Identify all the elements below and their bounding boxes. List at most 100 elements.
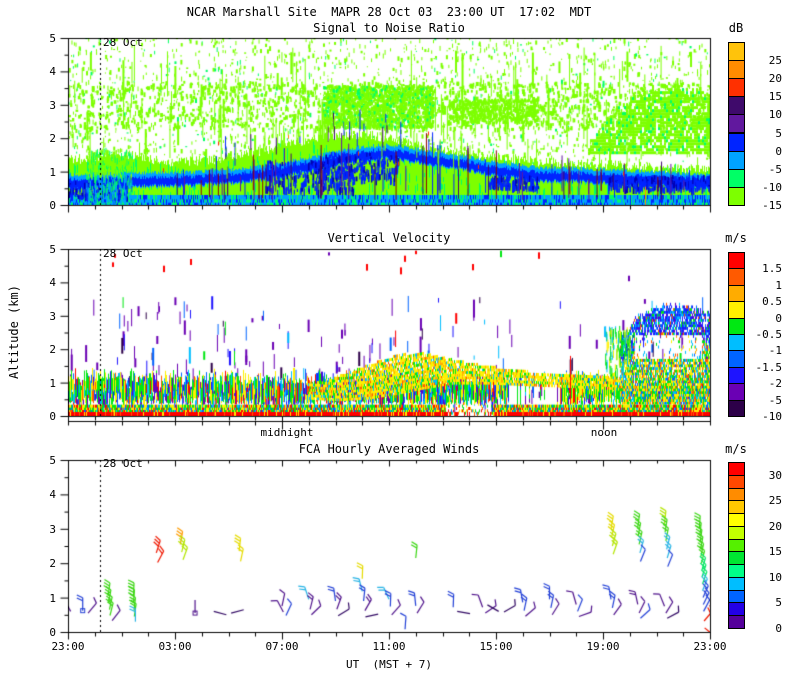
colorbar-tick-label: -0.5 <box>755 328 783 341</box>
snr-heatmap-canvas <box>68 38 710 205</box>
colorbar-tick-label: 0 <box>775 144 782 158</box>
winds-unit-label: m/s <box>725 442 747 456</box>
y-tick-label: 2 <box>49 557 56 571</box>
colorbar-block <box>728 551 745 566</box>
colorbar-block <box>728 268 745 286</box>
altitude-axis-label: Altitude (km) <box>7 285 21 379</box>
colorbar-block <box>728 317 745 335</box>
colorbar-block <box>728 301 745 319</box>
colorbar-tick-label: -10 <box>762 410 782 423</box>
y-tick-label: 2 <box>49 343 56 357</box>
page-title: NCAR Marshall Site MAPR 28 Oct 03 23:00 … <box>186 5 592 19</box>
colorbar-tick-label: -15 <box>762 198 782 212</box>
colorbar-block <box>728 186 745 206</box>
colorbar-tick-label: 5 <box>775 126 782 140</box>
colorbar-block <box>728 114 745 134</box>
y-tick-label: 5 <box>49 454 56 467</box>
y-tick-label: 0 <box>49 410 56 423</box>
y-tick-label: 2 <box>49 132 56 146</box>
y-tick-label: 4 <box>49 488 56 502</box>
time-axis-title: UT (MST + 7) <box>345 658 433 671</box>
velocity-panel-title: Vertical Velocity <box>327 231 451 245</box>
y-tick-label: 5 <box>49 243 56 256</box>
y-tick-label: 0 <box>49 626 56 639</box>
y-tick-label: 4 <box>49 276 56 290</box>
colorbar-block <box>728 284 745 303</box>
velocity-unit-label: m/s <box>725 231 747 245</box>
colorbar-tick-label: 0 <box>775 311 782 325</box>
winds-date-annotation: 28 Oct <box>103 457 143 470</box>
colorbar-block <box>728 42 745 62</box>
velocity-date-annotation: 28 Oct <box>103 247 143 260</box>
colorbar-block <box>728 252 745 270</box>
colorbar-tick-label: 15 <box>768 90 782 104</box>
colorbar-block <box>728 525 745 540</box>
colorbar-block <box>728 383 745 401</box>
colorbar-block <box>728 513 745 527</box>
winds-panel-title: FCA Hourly Averaged Winds <box>298 442 480 456</box>
colorbar-tick-label: 10 <box>768 108 782 122</box>
y-tick-label: 0 <box>49 199 56 212</box>
colorbar-block <box>728 615 745 629</box>
y-tick-label: 1 <box>49 376 56 390</box>
colorbar-block <box>728 589 745 604</box>
y-tick-label: 5 <box>49 32 56 45</box>
y-tick-label: 3 <box>49 98 56 112</box>
colorbar-tick-label: 10 <box>768 570 782 584</box>
y-tick-label: 4 <box>49 65 56 79</box>
x-tick-label: 23:00 <box>693 640 727 653</box>
colorbar-block <box>728 60 745 80</box>
noon-label: noon <box>590 426 618 439</box>
colorbar-block <box>728 500 745 515</box>
snr-unit-label: dB <box>728 21 744 35</box>
vertical-velocity-heatmap-canvas <box>68 249 710 416</box>
x-tick-label: 15:00 <box>479 640 513 653</box>
colorbar-tick-label: 1.5 <box>762 262 782 276</box>
colorbar-block <box>728 576 745 591</box>
colorbar-block <box>728 350 745 368</box>
colorbar-tick-label: 20 <box>768 72 782 86</box>
colorbar-block <box>728 462 745 476</box>
colorbar-block <box>728 474 745 489</box>
wind-barbs-canvas <box>68 460 710 632</box>
colorbar-tick-label: -1 <box>768 344 782 358</box>
colorbar-tick-label: 25 <box>768 494 782 508</box>
colorbar-tick-label: -5 <box>768 162 782 176</box>
colorbar-tick-label: 20 <box>768 519 782 533</box>
colorbar-tick-label: -10 <box>762 180 782 194</box>
colorbar-tick-label: -2 <box>768 377 782 391</box>
colorbar-tick-label: -5 <box>768 393 782 407</box>
x-tick-label: 07:00 <box>265 640 299 653</box>
colorbar-block <box>728 399 745 417</box>
colorbar-tick-label: 15 <box>768 545 782 559</box>
colorbar-tick-label: 0.5 <box>762 295 782 309</box>
snr-panel-title: Signal to Noise Ratio <box>313 21 465 35</box>
colorbar-block <box>728 487 745 502</box>
x-tick-label: 23:00 <box>51 640 85 653</box>
colorbar-tick-label: 25 <box>768 54 782 68</box>
x-tick-label: 19:00 <box>586 640 620 653</box>
x-tick-label: 03:00 <box>158 640 192 653</box>
colorbar-block <box>728 564 745 578</box>
colorbar-tick-label: 5 <box>775 596 782 610</box>
colorbar-block <box>728 366 745 385</box>
colorbar-block <box>728 334 745 352</box>
midnight-label: midnight <box>260 426 314 439</box>
colorbar-block <box>728 602 745 617</box>
colorbar-block <box>728 96 745 116</box>
colorbar-tick-label: -1.5 <box>755 360 783 374</box>
colorbar-block <box>728 132 745 152</box>
colorbar-block <box>728 538 745 553</box>
colorbar-tick-label: 30 <box>768 468 782 482</box>
colorbar-block <box>728 168 745 188</box>
y-tick-label: 1 <box>49 165 56 179</box>
colorbar-block <box>728 78 745 98</box>
x-tick-label: 11:00 <box>372 640 406 653</box>
colorbar-tick-label: 0 <box>775 622 782 635</box>
y-tick-label: 3 <box>49 522 56 536</box>
colorbar-block <box>728 150 745 170</box>
y-tick-label: 1 <box>49 591 56 605</box>
y-tick-label: 3 <box>49 309 56 323</box>
snr-date-annotation: 28 Oct <box>103 36 143 49</box>
colorbar-tick-label: 1 <box>775 278 782 292</box>
